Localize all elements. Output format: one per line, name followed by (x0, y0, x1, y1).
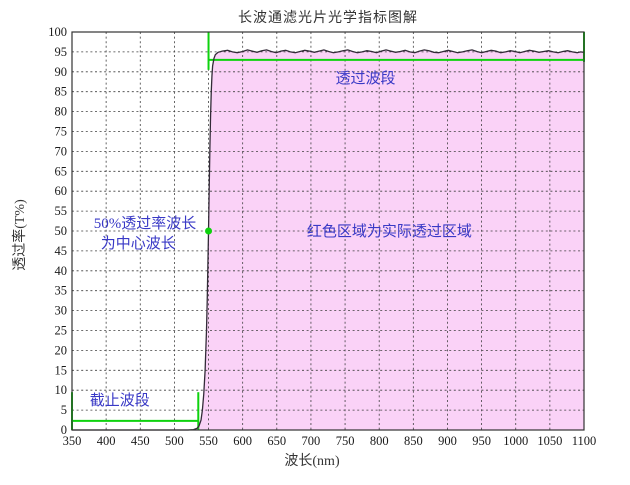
y-tick-label: 25 (55, 324, 68, 338)
y-tick-label: 10 (55, 383, 68, 397)
center-wavelength-label-line2: 为中心波长 (101, 235, 176, 252)
y-tick-label: 90 (55, 65, 68, 79)
y-tick-label: 45 (55, 244, 68, 258)
x-tick-label: 550 (199, 434, 218, 448)
x-tick-label: 700 (302, 434, 321, 448)
x-tick-label: 500 (165, 434, 184, 448)
y-tick-label: 65 (55, 164, 68, 178)
x-tick-label: 750 (336, 434, 355, 448)
y-tick-label: 30 (55, 304, 68, 318)
x-tick-label: 400 (97, 434, 116, 448)
y-tick-label: 15 (55, 363, 68, 377)
y-tick-label: 35 (55, 284, 68, 298)
x-tick-label: 450 (131, 434, 150, 448)
cutoff-band-label: 截止波段 (90, 392, 150, 409)
y-tick-label: 5 (61, 403, 67, 417)
y-tick-label: 85 (55, 85, 68, 99)
x-tick-label: 1000 (503, 434, 528, 448)
x-tick-label: 650 (267, 434, 286, 448)
x-tick-label: 1100 (572, 434, 597, 448)
x-tick-label: 1050 (537, 434, 562, 448)
y-tick-label: 100 (48, 25, 67, 39)
y-tick-label: 55 (55, 204, 68, 218)
x-tick-label: 850 (404, 434, 423, 448)
y-tick-label: 40 (55, 264, 68, 278)
y-tick-label: 50 (55, 224, 68, 238)
x-tick-label: 800 (370, 434, 389, 448)
y-tick-label: 20 (55, 343, 68, 357)
y-tick-label: 60 (55, 184, 68, 198)
plot-border (71, 31, 585, 431)
y-tick-label: 75 (55, 125, 68, 139)
x-tick-label: 950 (472, 434, 491, 448)
x-tick-label: 600 (233, 434, 252, 448)
transmittance-curve (72, 49, 585, 431)
y-tick-label: 0 (61, 423, 67, 437)
center-wavelength-dot (205, 227, 213, 235)
y-tick-label: 95 (55, 45, 68, 59)
x-tick-label: 900 (438, 434, 457, 448)
x-axis-label: 波长(nm) (284, 454, 340, 469)
chart-title: 长波通滤光片光学指标图解 (238, 11, 418, 26)
pass-band-label: 透过波段 (336, 70, 396, 87)
center-wavelength-label-line1: 50%透过率波长 (94, 215, 197, 232)
y-tick-label: 70 (55, 144, 68, 158)
x-tick-label: 350 (63, 434, 82, 448)
y-tick-label: 80 (55, 105, 68, 119)
pass-region-label: 红色区域为实际透过区域 (307, 223, 472, 240)
pass-region-fill (72, 49, 584, 430)
